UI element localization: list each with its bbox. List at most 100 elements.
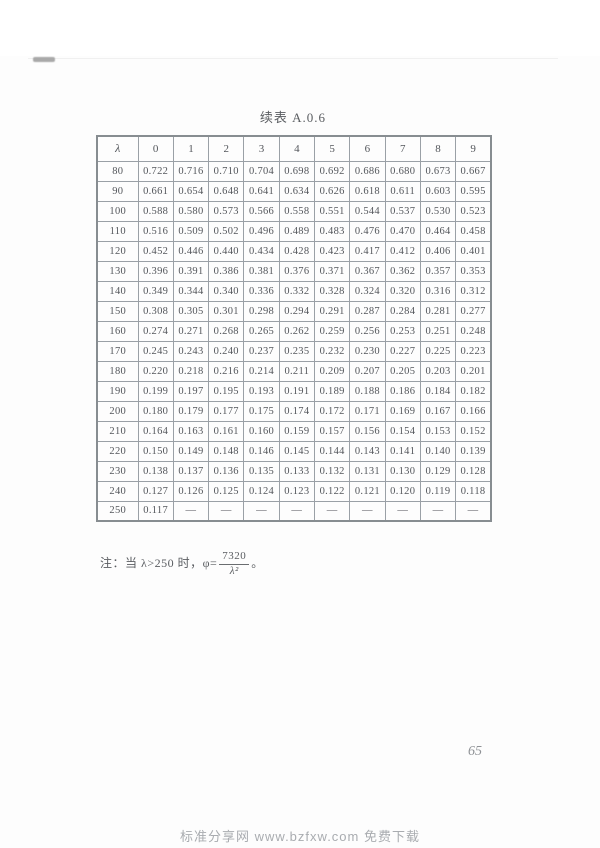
value-cell: — [455,500,492,522]
value-cell: 0.381 [243,260,280,282]
value-cell: 0.129 [419,460,457,482]
value-cell: 0.119 [419,480,457,502]
value-cell: 0.371 [313,260,351,282]
value-cell: 0.149 [172,440,210,462]
value-cell: 0.174 [278,400,315,422]
value-cell: 0.199 [137,380,174,402]
value-cell: 0.401 [455,240,492,262]
value-cell: 0.268 [208,320,245,342]
value-cell: 0.626 [313,180,351,202]
value-cell: — [384,500,421,522]
value-cell: 0.166 [455,400,492,422]
value-cell: 0.265 [243,320,280,342]
value-cell: 0.573 [208,200,245,222]
value-cell: 0.588 [137,200,174,222]
value-cell: 0.357 [419,260,457,282]
value-cell: 0.551 [313,200,351,222]
header-cell: 3 [243,135,280,162]
value-cell: 0.428 [278,240,315,262]
scan-smudge-mark [33,57,55,62]
value-cell: 0.237 [243,340,280,362]
value-cell: 0.544 [349,200,386,222]
value-cell: 0.483 [313,220,351,242]
value-cell: 0.396 [137,260,174,282]
value-cell: 0.205 [384,360,421,382]
lambda-cell: 80 [96,160,139,182]
table-body: 80 0.722 0.716 0.710 0.704 0.698 0.692 0.686 0.6… [96,160,492,522]
value-cell: 0.132 [313,460,351,482]
header-cell: 5 [313,135,351,162]
value-cell: 0.305 [172,300,210,322]
value-cell: 0.211 [278,360,315,382]
value-cell: 0.121 [349,480,386,502]
table-row: 200 0.180 0.179 0.177 0.175 0.174 0.172 0.171 0.… [96,400,492,422]
value-cell: 0.195 [208,380,245,402]
value-cell: 0.603 [419,180,457,202]
value-cell: — [313,500,351,522]
value-cell: 0.138 [137,460,174,482]
table-row: 100 0.588 0.580 0.573 0.566 0.558 0.551 0.544 0.… [96,200,492,222]
value-cell: 0.611 [384,180,421,202]
value-cell: 0.189 [313,380,351,402]
note-prefix: 注：当 λ>250 时，φ= [100,555,218,570]
value-cell: 0.423 [313,240,351,262]
value-cell: 0.580 [172,200,210,222]
value-cell: 0.516 [137,220,174,242]
value-cell: 0.248 [455,320,492,342]
header-cell: 2 [208,135,245,162]
table-row: 220 0.150 0.149 0.148 0.146 0.145 0.144 0.143 0.… [96,440,492,462]
value-cell: — [419,500,457,522]
value-cell: 0.184 [419,380,457,402]
value-cell: 0.489 [278,220,315,242]
lambda-cell: 120 [96,240,139,262]
lambda-cell: 240 [96,480,139,502]
value-cell: 0.496 [243,220,280,242]
lambda-cell: 150 [96,300,139,322]
lambda-cell: 140 [96,280,139,302]
value-cell: 0.235 [278,340,315,362]
value-cell: 0.654 [172,180,210,202]
value-cell: 0.259 [313,320,351,342]
value-cell: 0.692 [313,160,351,182]
value-cell: 0.133 [278,460,315,482]
value-cell: 0.128 [455,460,492,482]
value-cell: 0.502 [208,220,245,242]
value-cell: 0.277 [455,300,492,322]
value-cell: 0.566 [243,200,280,222]
table-row: 250 0.117— — — — — — — — — [96,500,492,522]
value-cell: 0.177 [208,400,245,422]
value-cell: 0.159 [278,420,315,442]
header-cell: 0 [137,135,174,162]
value-cell: 0.150 [137,440,174,462]
page-number: 65 [468,744,482,759]
value-cell: 0.464 [419,220,457,242]
value-cell: 0.161 [208,420,245,442]
page-edge-line [28,58,558,59]
value-cell: 0.163 [172,420,210,442]
value-cell: 0.704 [243,160,280,182]
value-cell: — [208,500,245,522]
header-cell-lambda: λ [96,135,139,162]
watermark-text: 标准分享网 www.bzfxw.com 免费下载 [180,829,420,844]
value-cell: 0.661 [137,180,174,202]
value-cell: 0.220 [137,360,174,382]
value-cell: 0.698 [278,160,315,182]
value-cell: 0.120 [384,480,421,502]
value-cell: 0.209 [313,360,351,382]
table-row: 160 0.274 0.271 0.268 0.265 0.262 0.259 0.256 0.… [96,320,492,342]
value-cell: 0.124 [243,480,280,502]
lambda-cell: 90 [96,180,139,202]
value-cell: — [349,500,386,522]
lambda-cell: 110 [96,220,139,242]
value-cell: 0.320 [384,280,421,302]
value-cell: 0.193 [243,380,280,402]
table-row: 140 0.349 0.344 0.340 0.336 0.332 0.328 0.324 0.… [96,280,492,302]
value-cell: 0.386 [208,260,245,282]
value-cell: 0.230 [349,340,386,362]
lambda-cell: 200 [96,400,139,422]
value-cell: 0.417 [349,240,386,262]
value-cell: 0.376 [278,260,315,282]
value-cell: 0.294 [278,300,315,322]
value-cell: 0.476 [349,220,386,242]
value-cell: 0.332 [278,280,315,302]
